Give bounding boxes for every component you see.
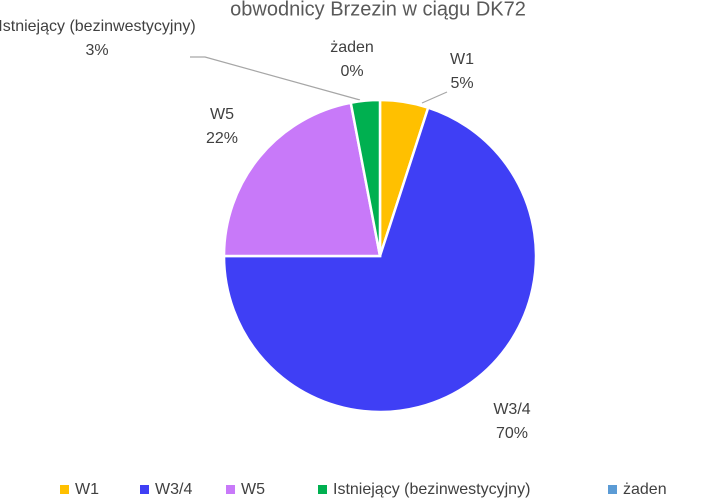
- data-label-value: 0%: [340, 63, 363, 80]
- legend-label: Istniejący (bezinwestycyjny): [333, 481, 530, 498]
- chart-title: obwodnicy Brzezin w ciągu DK72: [230, 0, 526, 20]
- pie-slice: [349, 98, 382, 257]
- legend-label: W5: [241, 481, 265, 498]
- legend-swatch: [608, 485, 617, 494]
- pie-slice: [222, 101, 382, 258]
- legend-swatch: [318, 485, 327, 494]
- legend-swatch: [60, 485, 69, 494]
- data-label-name: W3/4: [493, 401, 530, 418]
- data-label-value: 5%: [450, 75, 473, 92]
- data-label-name: W5: [210, 106, 234, 123]
- data-label-name: żaden: [330, 39, 374, 56]
- legend-label: żaden: [623, 481, 667, 498]
- legend-swatch: [226, 485, 235, 494]
- data-label-value: 70%: [496, 425, 528, 442]
- pie-slice: [222, 106, 538, 414]
- data-label-name: Istniejący (bezinwestycyjny): [0, 18, 196, 35]
- leader-line: [421, 91, 448, 104]
- data-label-value: 3%: [85, 42, 108, 59]
- legend-label: W3/4: [155, 481, 192, 498]
- legend-swatch: [140, 485, 149, 494]
- leader-line: [190, 56, 361, 101]
- legend-label: W1: [75, 481, 99, 498]
- data-label-name: W1: [450, 51, 474, 68]
- data-label-value: 22%: [206, 130, 238, 147]
